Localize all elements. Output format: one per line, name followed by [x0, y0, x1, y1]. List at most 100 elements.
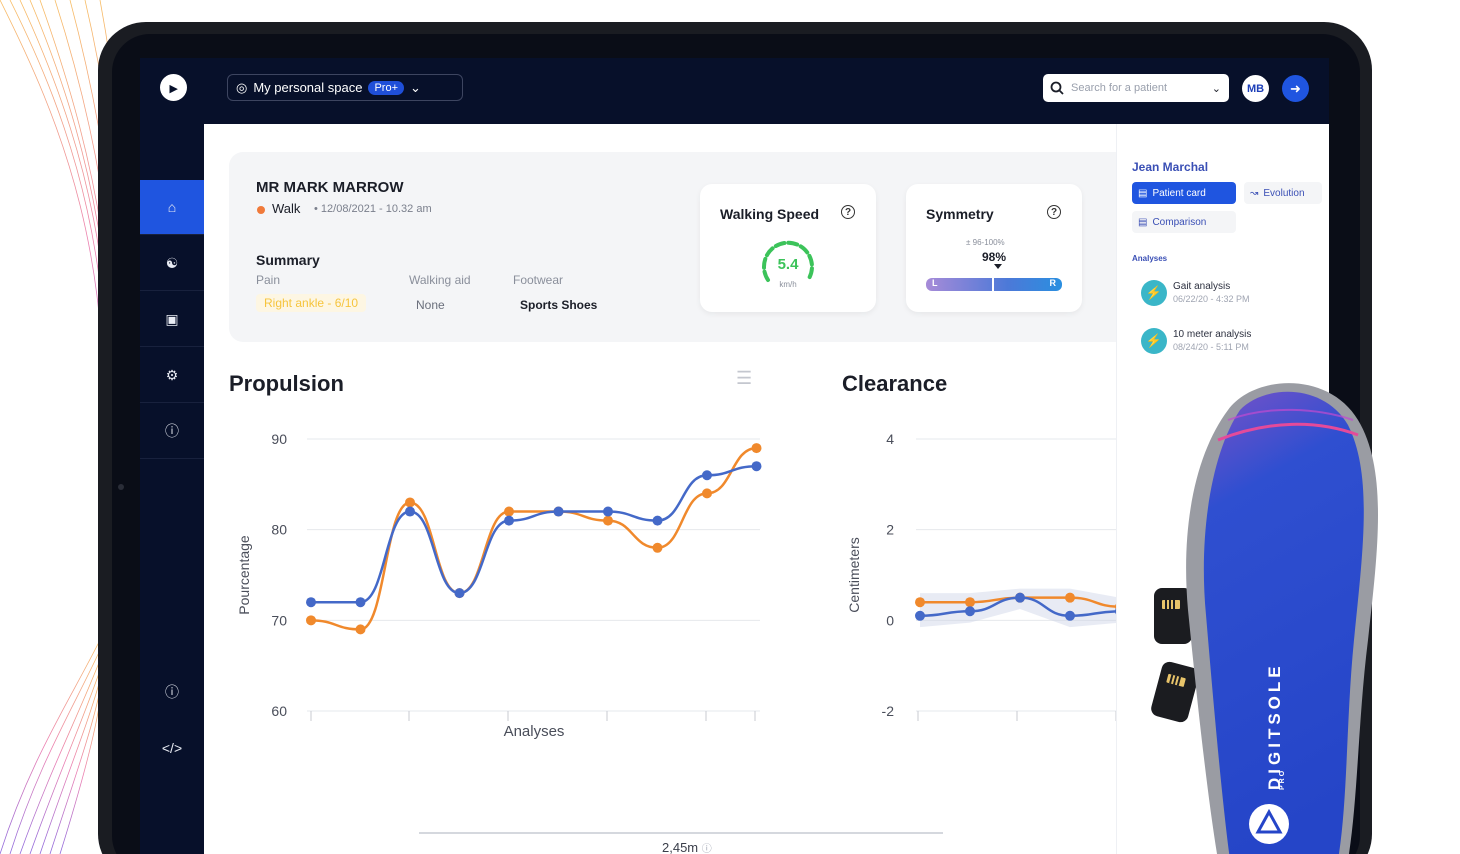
clearance-title: Clearance [842, 371, 948, 396]
analysis-title[interactable]: 10 meter analysis [1173, 329, 1252, 340]
series-line [311, 464, 757, 604]
y-tick-label: 4 [886, 431, 894, 447]
sidebar: ⌂ ☯ ▣ ⚙ ⓘ ⓘ </> [140, 124, 204, 854]
search-icon [1050, 81, 1064, 95]
activity-dot [257, 206, 265, 214]
distance-text: 2,45m [662, 840, 699, 854]
data-point [965, 597, 975, 608]
data-point [1065, 610, 1075, 621]
brand-suffix: PRO [1279, 769, 1286, 790]
sidebar-item-code[interactable]: </> [140, 720, 204, 775]
symmetry-left-label: L [932, 278, 938, 288]
y-tick-label: 60 [271, 703, 287, 719]
data-point [915, 610, 925, 621]
user-avatar[interactable]: MB [1242, 75, 1269, 102]
space-selector[interactable]: ◎ My personal space Pro+ ⌄ [227, 74, 463, 101]
analysis-date: 08/24/20 - 5:11 PM [1173, 342, 1249, 352]
data-point [652, 542, 663, 553]
sidebar-item-settings[interactable]: ⚙ [140, 348, 204, 403]
chart-menu-icon[interactable]: ☰ [736, 368, 753, 388]
sensor-pod [1148, 660, 1202, 729]
comparison-label: Comparison [1152, 216, 1207, 228]
session-date-text: 12/08/2021 - 10.32 am [320, 203, 432, 215]
comparison-button[interactable]: ▤ Comparison [1132, 211, 1236, 233]
data-point [965, 606, 975, 617]
analysis-title[interactable]: Gait analysis [1173, 281, 1231, 292]
info-icon: ⓘ [701, 844, 712, 854]
symmetry-card[interactable]: Symmetry ? ± 96-100% 98% L R [906, 184, 1082, 312]
patients-icon: ☯ [165, 254, 179, 271]
data-point [702, 488, 712, 499]
data-point [504, 506, 514, 517]
help-icon: ⓘ [165, 423, 179, 439]
help-icon[interactable]: ? [841, 205, 855, 219]
analysis-date: 06/22/20 - 4:32 PM [1173, 294, 1250, 304]
speed-gauge [762, 240, 814, 282]
series-line [310, 446, 757, 631]
symmetry-bar: L R [926, 278, 1062, 291]
activity-label: Walk [272, 201, 301, 216]
session-date: • 12/08/2021 - 10.32 am [314, 203, 432, 215]
info-icon: ⓘ [165, 683, 179, 700]
patient-card-button[interactable]: ▤ Patient card [1132, 182, 1236, 204]
data-point [603, 506, 613, 517]
walking-person-icon: ⚡ [1141, 328, 1167, 354]
y-axis-label: Centimeters [846, 537, 862, 612]
distance-value: 2,45m ⓘ [662, 840, 712, 854]
symmetry-range-text: 96-100% [972, 238, 1005, 247]
summary-title: Summary [256, 252, 320, 268]
data-point [306, 615, 316, 626]
chart-line-icon: ↝ [1250, 187, 1259, 199]
analyses-section-title: Analyses [1132, 254, 1168, 263]
data-point [405, 497, 415, 508]
data-point [1015, 592, 1025, 603]
app-screen: ▸ ◎ My personal space Pro+ ⌄ Search for … [140, 58, 1329, 854]
data-point [405, 506, 415, 517]
y-tick-label: 0 [886, 612, 894, 628]
sensor-pod [1150, 586, 1198, 651]
walking-aid-label: Walking aid [409, 273, 471, 287]
chevron-down-icon: ⌄ [1211, 82, 1221, 95]
top-bar: ▸ ◎ My personal space Pro+ ⌄ Search for … [140, 58, 1329, 124]
code-icon: </> [161, 739, 183, 756]
sidebar-item-home[interactable]: ⌂ [140, 180, 204, 235]
walking-speed-card[interactable]: Walking Speed ? 5.4 km/h [700, 184, 876, 312]
evolution-button[interactable]: ↝ Evolution [1244, 182, 1322, 204]
footwear-value: Sports Shoes [520, 298, 598, 312]
timeline-track [419, 832, 943, 834]
app-logo-icon[interactable]: ▸ [160, 74, 187, 101]
y-tick-label: 70 [271, 612, 287, 628]
help-icon[interactable]: ? [1047, 205, 1061, 219]
briefcase-icon: ▣ [165, 310, 179, 327]
data-point [1065, 592, 1075, 603]
data-point [553, 506, 564, 517]
patient-name: MR MARK MARROW [256, 179, 404, 196]
symmetry-center-line [992, 278, 994, 291]
evolution-label: Evolution [1263, 187, 1305, 199]
sidebar-item-help[interactable]: ⓘ [140, 404, 204, 459]
data-point [355, 624, 366, 635]
brand-logo-icon [1249, 804, 1289, 844]
data-point [751, 443, 762, 454]
charts-canvas: 60 70 80 90 Pourcentage Analyses -2 0 2 4 Centimet… [236, 431, 1116, 740]
sidebar-item-info[interactable]: ⓘ [140, 664, 204, 719]
sidebar-item-briefcase[interactable]: ▣ [140, 292, 204, 347]
home-icon: ⌂ [167, 199, 177, 215]
walking-speed-value: 5.4 [777, 256, 799, 273]
data-point [915, 597, 925, 608]
symmetry-title: Symmetry [926, 206, 994, 222]
y-tick-label: -2 [882, 703, 895, 719]
chevron-down-icon: ⌄ [410, 79, 421, 95]
propulsion-title: Propulsion [229, 371, 344, 396]
symmetry-marker [994, 264, 1002, 269]
y-tick-label: 80 [271, 522, 287, 538]
walking-aid-value: None [416, 298, 445, 312]
logout-icon[interactable]: ➜ [1282, 75, 1309, 102]
card-icon: ▤ [1138, 187, 1148, 199]
walking-speed-title: Walking Speed [720, 206, 820, 222]
sidebar-item-patients[interactable]: ☯ [140, 236, 204, 291]
data-point [504, 515, 514, 526]
patient-search-input[interactable]: Search for a patient ⌄ [1043, 74, 1229, 102]
walking-person-icon: ⚡ [1141, 280, 1167, 306]
